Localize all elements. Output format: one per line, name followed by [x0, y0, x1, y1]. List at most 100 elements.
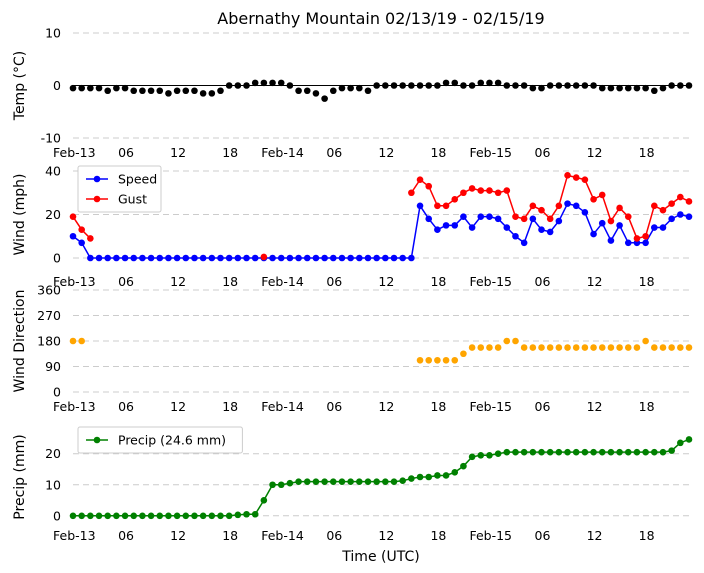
data-point — [460, 462, 467, 470]
data-point — [546, 82, 554, 89]
data-point — [208, 254, 216, 262]
data-point — [416, 82, 424, 89]
data-point — [538, 226, 545, 234]
data-point — [269, 79, 276, 87]
x-tick-label: 12 — [170, 399, 186, 414]
x-tick-label: 12 — [170, 274, 186, 289]
x-tick-label: 18 — [430, 528, 446, 543]
data-point — [642, 84, 649, 92]
data-point — [217, 512, 224, 520]
data-point — [329, 87, 337, 95]
data-point — [538, 344, 545, 351]
data-point — [217, 254, 224, 262]
data-point — [121, 84, 129, 92]
data-point — [460, 350, 467, 358]
data-point — [243, 510, 250, 518]
chart-title: Abernathy Mountain 02/13/19 - 02/15/19 — [217, 9, 544, 28]
data-point — [442, 202, 450, 210]
y-tick-label: 0 — [53, 385, 61, 400]
data-point — [555, 217, 563, 225]
data-point — [546, 228, 554, 236]
x-tick-label: Feb-14 — [261, 399, 304, 414]
data-point — [303, 254, 311, 262]
data-point — [399, 477, 406, 485]
data-point — [234, 254, 242, 262]
data-point — [364, 254, 372, 262]
data-point — [477, 187, 485, 194]
data-point — [520, 215, 528, 223]
data-point — [147, 512, 155, 520]
data-point — [199, 512, 207, 520]
data-point — [113, 254, 120, 262]
x-tick-label: 06 — [326, 145, 342, 160]
data-point — [156, 254, 164, 262]
data-point — [572, 82, 580, 89]
data-point — [607, 217, 615, 225]
x-tick-label: 12 — [378, 274, 394, 289]
data-point — [321, 95, 328, 102]
data-point — [529, 84, 537, 92]
data-point — [651, 344, 658, 351]
x-tick-label: 18 — [639, 145, 655, 160]
data-point — [503, 337, 511, 345]
data-point — [356, 84, 363, 92]
y-tick-label: 20 — [45, 446, 61, 461]
data-point — [633, 235, 641, 242]
data-point — [677, 193, 684, 201]
data-point — [399, 82, 406, 89]
data-point — [382, 254, 389, 262]
data-point — [277, 79, 285, 87]
y-axis-label: Wind Direction — [12, 290, 28, 393]
data-point — [572, 202, 580, 210]
data-point — [130, 254, 138, 262]
data-point — [677, 82, 684, 89]
data-point — [347, 478, 354, 485]
data-point — [139, 254, 146, 262]
x-tick-label: 18 — [222, 528, 238, 543]
data-point — [512, 213, 519, 220]
data-point — [581, 209, 589, 216]
data-point — [408, 254, 415, 262]
data-point — [590, 195, 597, 203]
data-point — [130, 512, 138, 520]
y-axis-label: Wind (mph) — [12, 174, 28, 256]
x-tick-label: Feb-13 — [53, 145, 96, 160]
data-point — [225, 512, 233, 520]
data-point — [416, 473, 424, 481]
data-point — [425, 182, 433, 190]
data-point — [338, 254, 346, 262]
data-point — [382, 478, 389, 485]
data-point — [616, 84, 623, 92]
data-point — [87, 254, 94, 262]
data-point — [668, 447, 675, 454]
data-point — [685, 198, 693, 205]
y-tick-label: -10 — [41, 131, 61, 146]
y-tick-label: 360 — [37, 283, 61, 298]
data-point — [529, 202, 537, 210]
data-point — [651, 224, 658, 231]
data-point — [512, 448, 519, 456]
data-point — [564, 448, 571, 456]
data-point — [677, 211, 684, 218]
x-tick-label: 12 — [587, 145, 603, 160]
data-point — [581, 176, 589, 183]
data-point — [269, 481, 276, 489]
data-point — [104, 87, 111, 95]
data-point — [477, 451, 485, 459]
data-point — [564, 172, 571, 179]
y-tick-label: 270 — [37, 308, 61, 323]
data-point — [260, 496, 268, 504]
data-point — [260, 79, 268, 87]
data-point — [520, 448, 528, 456]
data-point — [173, 512, 181, 520]
data-point — [616, 204, 623, 212]
x-tick-label: 18 — [222, 145, 238, 160]
data-point — [251, 510, 259, 518]
data-point — [668, 344, 675, 351]
data-point — [199, 254, 207, 262]
data-point — [572, 448, 580, 456]
data-point — [434, 356, 441, 364]
data-point — [113, 512, 120, 520]
data-point — [677, 344, 684, 351]
data-point — [312, 478, 320, 485]
